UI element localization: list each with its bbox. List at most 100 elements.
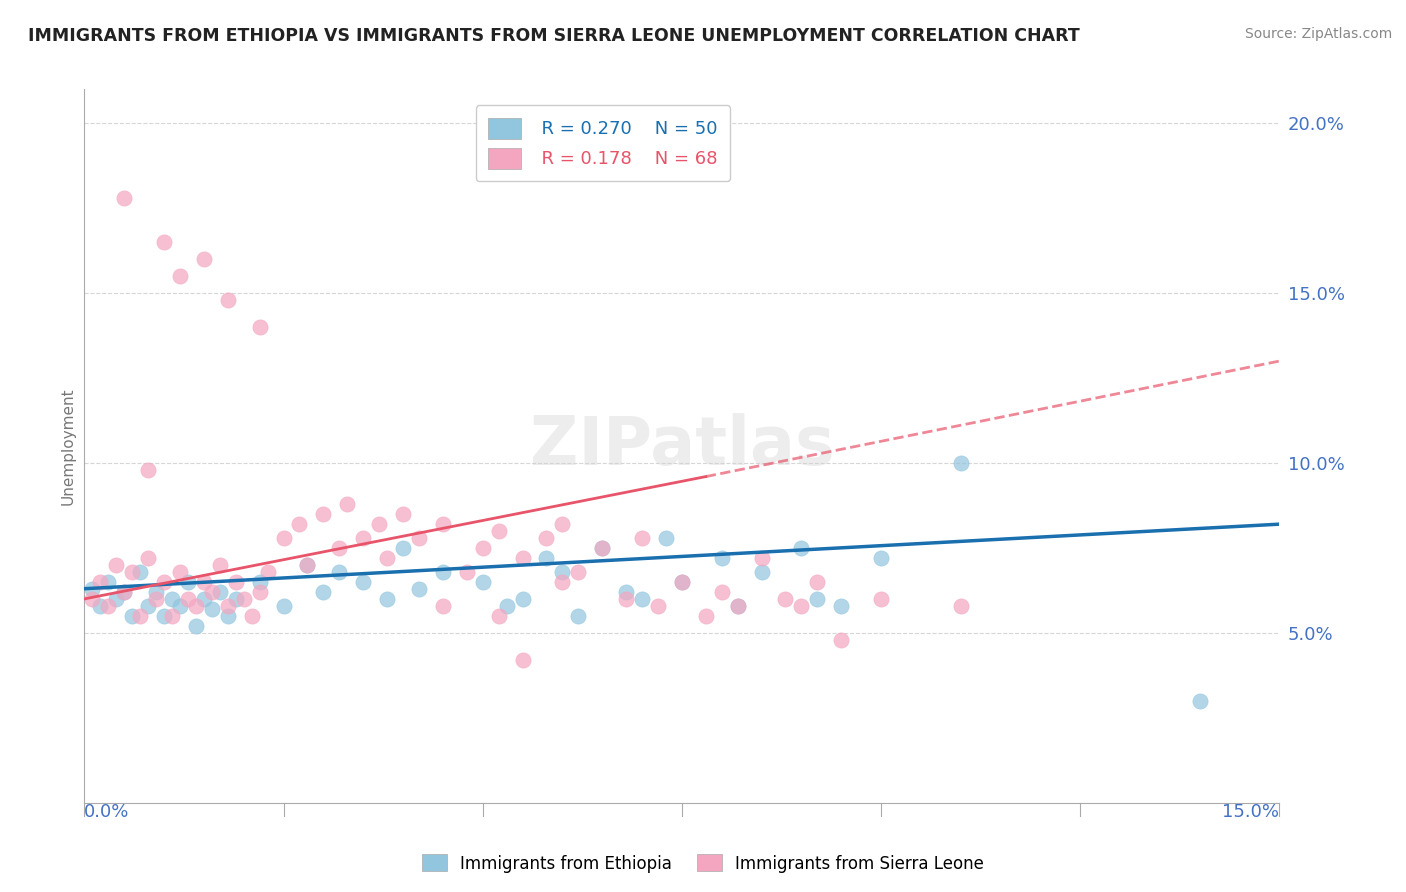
Point xyxy=(288,517,311,532)
Point xyxy=(112,585,135,599)
Point xyxy=(217,293,239,307)
Point xyxy=(614,591,637,606)
Point xyxy=(432,517,454,532)
Point xyxy=(97,599,120,613)
Point xyxy=(591,541,613,555)
Point xyxy=(671,574,693,589)
Point xyxy=(488,524,510,538)
Point xyxy=(201,585,224,599)
Point xyxy=(160,608,183,623)
Point xyxy=(217,608,239,623)
Legend:   R = 0.270    N = 50,   R = 0.178    N = 68: R = 0.270 N = 50, R = 0.178 N = 68 xyxy=(475,105,730,181)
Point xyxy=(536,531,558,545)
Point xyxy=(225,591,247,606)
Point xyxy=(89,574,111,589)
Point xyxy=(870,591,893,606)
Point xyxy=(193,574,215,589)
Point xyxy=(232,591,254,606)
Text: Source: ZipAtlas.com: Source: ZipAtlas.com xyxy=(1244,27,1392,41)
Point xyxy=(551,517,574,532)
Point xyxy=(208,558,231,572)
Point xyxy=(82,591,104,606)
Point xyxy=(949,599,972,613)
Point xyxy=(328,565,350,579)
Point xyxy=(184,619,207,633)
Y-axis label: Unemployment: Unemployment xyxy=(60,387,76,505)
Point xyxy=(184,599,207,613)
Point xyxy=(830,632,852,647)
Point xyxy=(225,574,247,589)
Point xyxy=(567,608,589,623)
Point xyxy=(432,565,454,579)
Point xyxy=(512,653,534,667)
Point xyxy=(471,541,494,555)
Point xyxy=(153,235,176,249)
Point xyxy=(256,565,278,579)
Point xyxy=(97,574,120,589)
Point xyxy=(112,585,135,599)
Text: 15.0%: 15.0% xyxy=(1222,803,1279,821)
Point xyxy=(631,591,654,606)
Point xyxy=(153,574,176,589)
Point xyxy=(240,608,263,623)
Point xyxy=(368,517,391,532)
Point xyxy=(136,463,159,477)
Point xyxy=(392,507,415,521)
Point xyxy=(375,551,398,566)
Point xyxy=(136,599,159,613)
Point xyxy=(249,320,271,334)
Point xyxy=(82,582,104,596)
Point xyxy=(806,591,828,606)
Point xyxy=(145,591,167,606)
Point xyxy=(647,599,669,613)
Point xyxy=(432,599,454,613)
Point xyxy=(129,608,152,623)
Point xyxy=(193,252,215,266)
Point xyxy=(297,558,319,572)
Point xyxy=(790,599,813,613)
Point xyxy=(249,574,271,589)
Point xyxy=(375,591,398,606)
Point xyxy=(471,574,494,589)
Point xyxy=(273,599,295,613)
Point xyxy=(408,582,430,596)
Point xyxy=(551,574,574,589)
Point xyxy=(870,551,893,566)
Point xyxy=(121,565,143,579)
Point xyxy=(145,585,167,599)
Text: IMMIGRANTS FROM ETHIOPIA VS IMMIGRANTS FROM SIERRA LEONE UNEMPLOYMENT CORRELATIO: IMMIGRANTS FROM ETHIOPIA VS IMMIGRANTS F… xyxy=(28,27,1080,45)
Point xyxy=(591,541,613,555)
Point xyxy=(121,608,143,623)
Point xyxy=(727,599,749,613)
Point xyxy=(614,585,637,599)
Point xyxy=(495,599,517,613)
Point xyxy=(112,191,135,205)
Point xyxy=(201,602,224,616)
Point xyxy=(136,551,159,566)
Point xyxy=(352,574,374,589)
Point xyxy=(655,531,678,545)
Point xyxy=(710,585,733,599)
Point xyxy=(312,507,335,521)
Point xyxy=(949,456,972,470)
Point xyxy=(512,591,534,606)
Point xyxy=(671,574,693,589)
Point xyxy=(336,497,359,511)
Point xyxy=(169,599,191,613)
Text: 0.0%: 0.0% xyxy=(84,803,129,821)
Point xyxy=(273,531,295,545)
Point xyxy=(352,531,374,545)
Legend: Immigrants from Ethiopia, Immigrants from Sierra Leone: Immigrants from Ethiopia, Immigrants fro… xyxy=(415,847,991,880)
Point xyxy=(551,565,574,579)
Point xyxy=(830,599,852,613)
Point xyxy=(249,585,271,599)
Point xyxy=(392,541,415,555)
Point xyxy=(790,541,813,555)
Point xyxy=(408,531,430,545)
Point xyxy=(169,269,191,284)
Point xyxy=(312,585,335,599)
Point xyxy=(193,591,215,606)
Point xyxy=(328,541,350,555)
Point xyxy=(727,599,749,613)
Point xyxy=(177,591,200,606)
